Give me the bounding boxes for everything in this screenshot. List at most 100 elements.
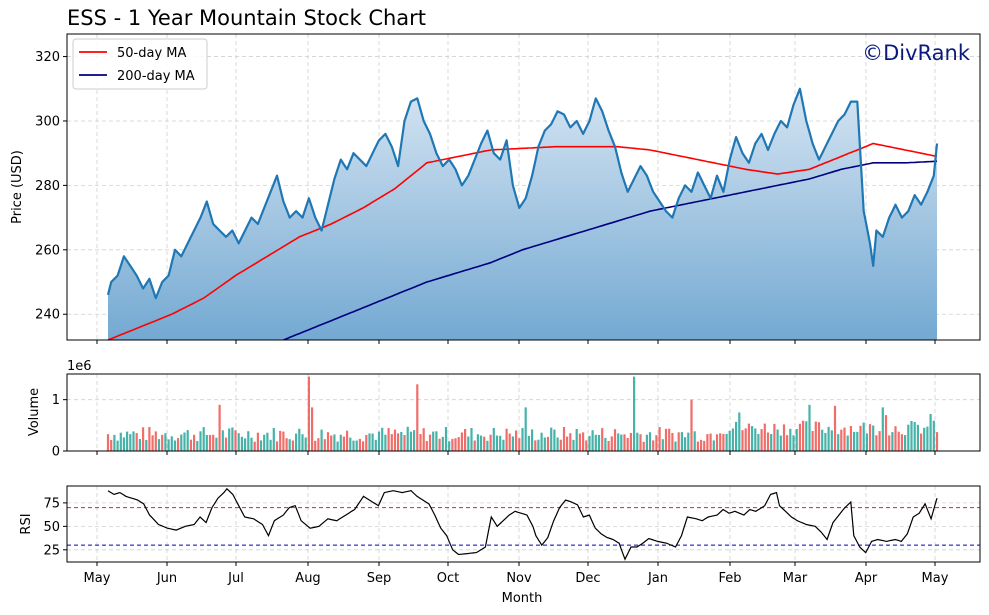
volume-bar [279,430,282,451]
volume-bar [326,432,330,451]
volume-bar [817,422,821,451]
volume-bar [830,430,833,451]
x-tick-label: Aug [295,571,320,586]
x-tick-label: Dec [575,571,600,586]
volume-bar [837,434,840,451]
volume-bar [295,433,298,451]
y-tick-label: 25 [43,543,60,558]
volume-bar [658,427,661,451]
volume-bar [301,434,304,451]
volume-bar [317,438,320,451]
volume-bar [291,440,294,451]
volume-bar [518,438,521,451]
volume-bar [913,422,916,451]
volume-bar [425,441,428,451]
volume-bar [511,436,514,451]
volume-bar [597,435,601,451]
volume-bar [256,432,259,451]
volume-bar [884,415,888,451]
volume-bar [311,407,314,451]
x-tick-label: Sep [367,571,392,586]
volume-bar [333,434,336,451]
volume-bar [633,376,636,451]
volume-bar [935,432,939,451]
volume-bar [550,427,553,451]
volume-bar [409,431,412,451]
volume-bar [900,434,903,451]
volume-bar [575,429,578,451]
volume-bar [569,433,572,451]
volume-bar [792,435,795,451]
volume-bar [323,439,326,451]
price-panel: 240 260 280 300 320 Price (USD) 50-day MA 20… [10,33,981,344]
volume-bar [515,430,518,451]
volume-bar [336,441,339,451]
volume-bar [747,423,750,451]
volume-bar [805,421,808,451]
volume-bar [821,429,824,451]
volume-bar [751,426,754,451]
volume-bar [247,431,250,451]
volume-bar [250,437,253,451]
x-tick-label: Jul [227,571,244,586]
volume-bar [116,440,119,451]
volume-bar [626,438,629,451]
volume-bar [668,428,671,451]
x-tick-label: Nov [506,571,532,586]
volume-bar [505,428,508,451]
volume-bar [170,436,173,451]
volume-y-axis-label: Volume [27,388,42,436]
volume-bar [499,435,502,451]
x-tick-label: Jan [647,571,668,586]
volume-bar [476,434,479,451]
volume-bar [164,433,167,451]
volume-bar [215,437,218,451]
volume-bar [878,431,881,451]
volume-bar [460,432,463,451]
volume-bar [403,435,406,451]
price-y-ticks: 240 260 280 300 320 [35,50,67,323]
volume-bars [106,376,939,451]
volume-bar [932,420,935,451]
volume-bar [566,436,569,451]
volume-bar [374,439,377,451]
volume-bar [677,432,680,451]
volume-bar [263,434,266,451]
volume-bar [441,436,444,451]
volume-bar [853,431,856,451]
volume-bar [259,440,263,451]
volume-bar [400,432,403,451]
volume-bar [760,429,763,451]
legend-ma200-label: 200-day MA [117,69,195,84]
volume-bar [923,427,926,451]
x-tick-label: May [84,571,111,586]
y-tick-label: 75 [43,496,60,511]
volume-bar [151,435,154,451]
volume-bar [352,440,355,451]
volume-bar [231,427,234,451]
volume-bar [422,428,425,451]
volume-bar [770,434,773,451]
volume-bar [180,434,183,451]
volume-bar [349,437,352,451]
volume-bar [715,434,719,451]
volume-bar [610,436,613,451]
volume-bar [540,432,543,451]
rsi-grid [67,486,980,562]
volume-bar [601,428,604,451]
volume-bar [645,434,648,451]
volume-bar [572,439,575,451]
rsi-y-axis-label: RSI [19,513,34,534]
legend-ma50-label: 50-day MA [117,46,186,61]
price-x-ticks [96,340,936,344]
volume-bar [534,440,537,451]
volume-bar [827,426,830,451]
volume-bar [840,429,843,451]
volume-bar [811,431,814,451]
ma200-line [283,160,938,340]
volume-bar [119,432,122,451]
volume-bar [177,438,180,451]
volume-bar [320,429,323,451]
volume-bar [502,439,505,451]
volume-bar [167,439,170,451]
